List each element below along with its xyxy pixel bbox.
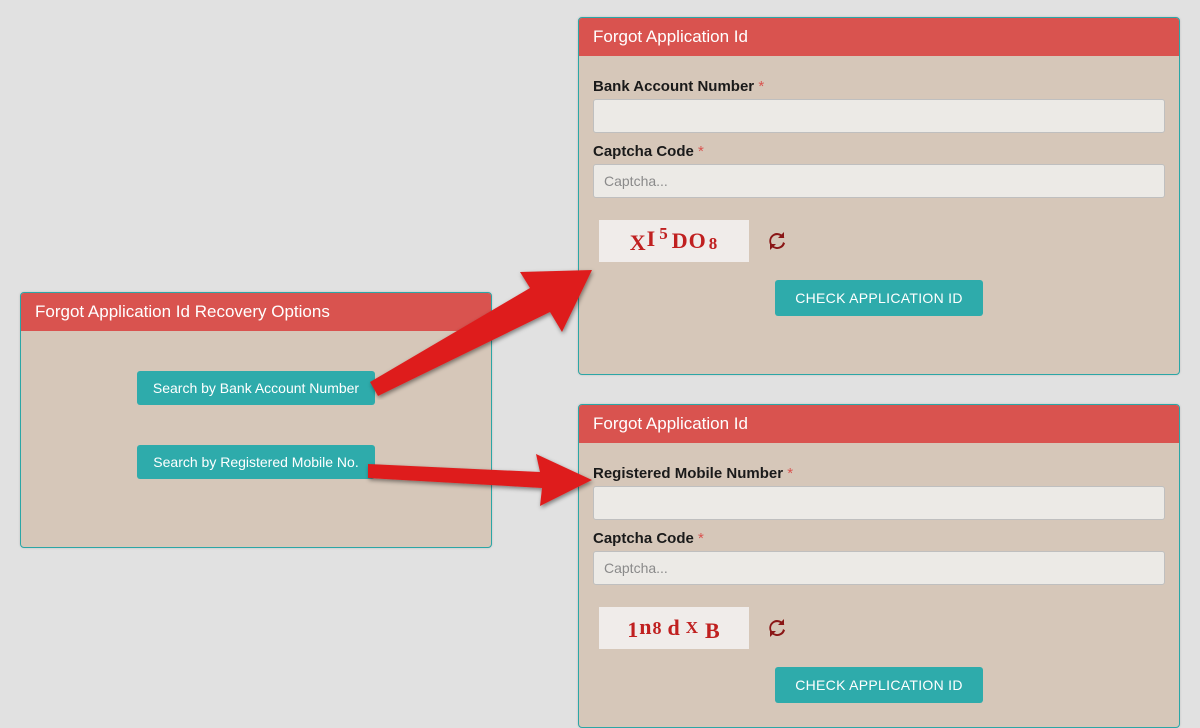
bank-panel-title: Forgot Application Id <box>579 18 1179 56</box>
bank-account-label: Bank Account Number * <box>593 78 1165 95</box>
mobile-captcha-image: 1n8 d X B <box>599 607 749 649</box>
forgot-id-bank-panel: Forgot Application Id Bank Account Numbe… <box>578 17 1180 375</box>
bank-captcha-input[interactable] <box>593 164 1165 198</box>
mobile-number-input[interactable] <box>593 486 1165 520</box>
search-mobile-button[interactable]: Search by Registered Mobile No. <box>137 445 374 479</box>
mobile-captcha-row: 1n8 d X B <box>599 607 1165 649</box>
mobile-check-application-id-button[interactable]: CHECK APPLICATION ID <box>775 667 983 703</box>
required-asterisk: * <box>787 465 793 482</box>
bank-panel-body: Bank Account Number * Captcha Code * XI … <box>579 56 1179 330</box>
recovery-options-title: Forgot Application Id Recovery Options <box>21 293 491 331</box>
search-bank-account-button[interactable]: Search by Bank Account Number <box>137 371 375 405</box>
bank-account-input[interactable] <box>593 99 1165 133</box>
mobile-number-label-text: Registered Mobile Number <box>593 465 783 482</box>
mobile-captcha-label: Captcha Code * <box>593 530 1165 547</box>
bank-check-application-id-button[interactable]: CHECK APPLICATION ID <box>775 280 983 316</box>
mobile-panel-title: Forgot Application Id <box>579 405 1179 443</box>
forgot-id-mobile-panel: Forgot Application Id Registered Mobile … <box>578 404 1180 728</box>
required-asterisk: * <box>698 530 704 547</box>
recovery-options-panel: Forgot Application Id Recovery Options S… <box>20 292 492 548</box>
required-asterisk: * <box>698 143 704 160</box>
mobile-number-label: Registered Mobile Number * <box>593 465 1165 482</box>
mobile-panel-body: Registered Mobile Number * Captcha Code … <box>579 443 1179 717</box>
required-asterisk: * <box>758 78 764 95</box>
bank-captcha-row: XI 5 DO 8 <box>599 220 1165 262</box>
bank-captcha-image: XI 5 DO 8 <box>599 220 749 262</box>
mobile-captcha-refresh-icon[interactable] <box>765 616 789 640</box>
bank-captcha-refresh-icon[interactable] <box>765 229 789 253</box>
bank-captcha-label-text: Captcha Code <box>593 143 694 160</box>
recovery-options-body: Search by Bank Account Number Search by … <box>21 331 491 515</box>
mobile-captcha-label-text: Captcha Code <box>593 530 694 547</box>
mobile-captcha-input[interactable] <box>593 551 1165 585</box>
bank-captcha-label: Captcha Code * <box>593 143 1165 160</box>
bank-account-label-text: Bank Account Number <box>593 78 754 95</box>
